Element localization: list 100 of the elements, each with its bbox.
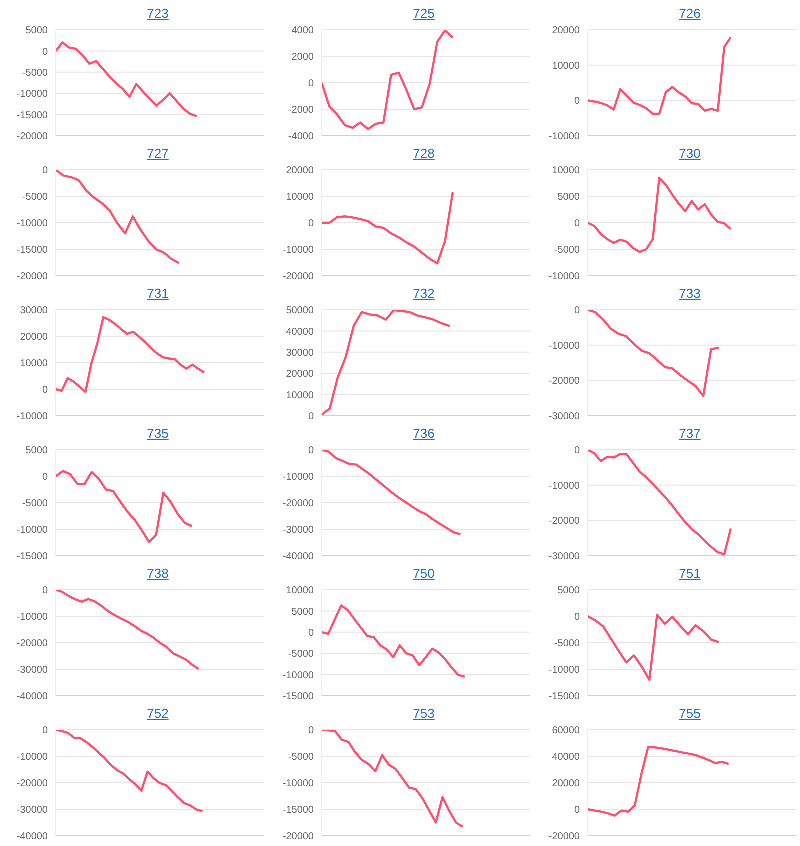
y-tick-label: 30000 xyxy=(20,306,48,317)
y-tick-label: -40000 xyxy=(282,552,314,563)
chart-title: 725 xyxy=(412,6,436,21)
y-tick-label: 4000 xyxy=(292,26,314,37)
line-series xyxy=(54,470,194,544)
line-series xyxy=(586,746,730,817)
chart-title: 723 xyxy=(146,6,170,21)
y-tick-label: -10000 xyxy=(16,525,48,536)
y-tick-label: 0 xyxy=(574,306,580,317)
y-tick-label: -10000 xyxy=(548,132,580,143)
y-tick-label: 10000 xyxy=(552,60,580,72)
y-tick-label: 0 xyxy=(308,218,314,230)
y-tick-label: -20000 xyxy=(16,778,48,790)
y-tick-label: 0 xyxy=(574,446,580,457)
y-tick-label: -20000 xyxy=(548,516,580,528)
y-tick-label: 0 xyxy=(42,166,48,177)
chart-title: 730 xyxy=(678,146,702,161)
line-series xyxy=(586,176,732,254)
y-tick-label: -30000 xyxy=(16,805,48,816)
y-tick-label: -20000 xyxy=(548,376,580,388)
y-tick-label: 0 xyxy=(308,726,314,737)
chart-title: 736 xyxy=(412,426,436,441)
y-tick-label: -10000 xyxy=(548,480,580,492)
y-tick-label: -10000 xyxy=(282,670,314,682)
y-tick-label: -10000 xyxy=(548,340,580,352)
y-tick-label: 0 xyxy=(574,612,580,624)
y-tick-label: 0 xyxy=(308,628,314,639)
y-tick-label: -10000 xyxy=(16,752,48,764)
y-tick-label: -20000 xyxy=(16,132,48,143)
line-series xyxy=(320,310,452,416)
chart-title: 731 xyxy=(146,286,170,301)
y-tick-label: -15000 xyxy=(16,110,48,122)
y-tick-label: -40000 xyxy=(16,692,48,703)
y-tick-label: 5000 xyxy=(26,26,48,37)
y-tick-label: -5000 xyxy=(288,752,314,764)
y-tick-label: -20000 xyxy=(16,638,48,650)
y-tick-label: 20000 xyxy=(286,369,314,380)
y-tick-label: -5000 xyxy=(22,192,48,204)
y-tick-label: 5000 xyxy=(26,446,48,457)
chart-title: 753 xyxy=(412,706,436,721)
y-tick-label: -10000 xyxy=(548,272,580,283)
line-series xyxy=(320,30,454,130)
chart-title: 732 xyxy=(412,286,436,301)
y-tick-label: 0 xyxy=(42,472,48,484)
chart-title: 750 xyxy=(412,566,436,581)
y-tick-label: 5000 xyxy=(292,606,314,618)
line-series xyxy=(54,590,200,670)
y-tick-label: 10000 xyxy=(286,586,314,597)
line-series xyxy=(54,730,204,812)
y-tick-label: 0 xyxy=(42,586,48,597)
y-tick-label: -15000 xyxy=(282,805,314,816)
y-tick-label: -20000 xyxy=(548,832,580,843)
y-tick-label: 5000 xyxy=(558,192,580,204)
chart-title: 733 xyxy=(678,286,702,301)
y-tick-label: 40000 xyxy=(552,752,580,764)
y-tick-label: 10000 xyxy=(286,192,314,204)
y-tick-label: 0 xyxy=(308,78,314,90)
y-tick-label: -30000 xyxy=(548,552,580,563)
chart-title: 751 xyxy=(678,566,702,581)
line-series xyxy=(320,450,462,536)
line-series xyxy=(586,310,720,398)
line-series xyxy=(54,170,180,264)
y-tick-label: 10000 xyxy=(552,166,580,177)
y-tick-label: -30000 xyxy=(282,525,314,536)
line-series xyxy=(586,36,732,116)
y-tick-label: 0 xyxy=(574,805,580,816)
y-tick-label: -10000 xyxy=(548,665,580,676)
y-tick-label: 2000 xyxy=(292,52,314,64)
y-tick-label: -20000 xyxy=(282,498,314,510)
y-tick-label: -20000 xyxy=(16,272,48,283)
y-tick-label: -10000 xyxy=(16,612,48,624)
chart-title: 738 xyxy=(146,566,170,581)
y-tick-label: 60000 xyxy=(552,726,580,737)
y-tick-label: -10000 xyxy=(282,778,314,790)
chart-title: 752 xyxy=(146,706,170,721)
chart-title: 727 xyxy=(146,146,170,161)
y-tick-label: 20000 xyxy=(286,166,314,177)
chart-title: 726 xyxy=(678,6,702,21)
y-tick-label: -5000 xyxy=(288,649,314,660)
line-series xyxy=(320,730,464,828)
y-tick-label: -10000 xyxy=(282,472,314,484)
y-tick-label: -10000 xyxy=(16,412,48,423)
y-tick-label: -15000 xyxy=(16,245,48,256)
y-tick-label: 20000 xyxy=(552,778,580,790)
y-tick-label: -5000 xyxy=(554,638,580,650)
y-tick-label: 10000 xyxy=(286,390,314,402)
chart-title: 735 xyxy=(146,426,170,441)
line-series xyxy=(54,42,198,118)
y-tick-label: 30000 xyxy=(286,348,314,359)
y-tick-label: 0 xyxy=(308,412,314,423)
y-tick-label: 20000 xyxy=(20,332,48,344)
y-tick-label: -15000 xyxy=(548,692,580,703)
y-tick-label: -30000 xyxy=(16,665,48,676)
line-series xyxy=(586,614,720,682)
y-tick-label: -40000 xyxy=(16,832,48,843)
y-tick-label: -5000 xyxy=(554,245,580,256)
line-series xyxy=(320,604,466,678)
y-tick-label: 40000 xyxy=(286,326,314,338)
chart-title: 728 xyxy=(412,146,436,161)
y-tick-label: -5000 xyxy=(22,498,48,510)
